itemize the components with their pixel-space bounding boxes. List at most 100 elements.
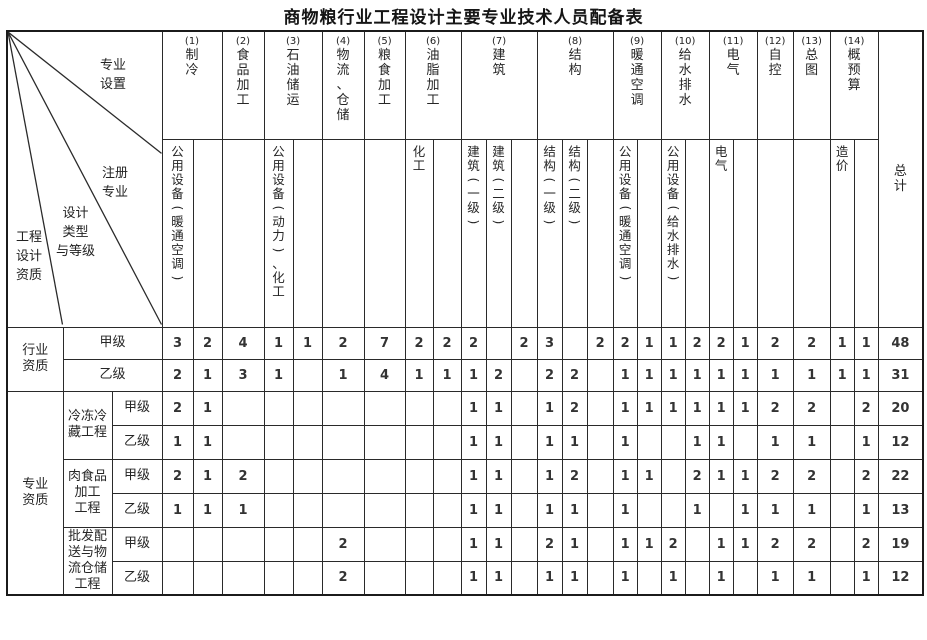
data-cell: 1 bbox=[485, 424, 512, 460]
data-cell: 1 bbox=[612, 492, 638, 528]
vertical-char: 备 bbox=[272, 185, 285, 201]
vertical-text: 自控 bbox=[758, 48, 792, 78]
column-header-5: (5) 粮食加工 bbox=[363, 30, 406, 140]
data-cell: 1 bbox=[684, 390, 710, 426]
vertical-char: 工 bbox=[272, 283, 285, 299]
vertical-char: 品 bbox=[236, 63, 250, 78]
vertical-text: 食品加工 bbox=[223, 48, 263, 108]
data-cell bbox=[829, 492, 855, 528]
data-cell bbox=[732, 560, 758, 596]
vertical-text: 造价 bbox=[831, 144, 853, 173]
data-cell bbox=[221, 560, 265, 596]
data-cell bbox=[829, 560, 855, 596]
total-cell: 12 bbox=[877, 560, 924, 596]
vertical-char: 空 bbox=[630, 78, 644, 93]
vertical-char: 总 bbox=[805, 48, 819, 63]
vertical-text: 给水排水 bbox=[662, 48, 708, 108]
vertical-char: 建 bbox=[467, 143, 480, 159]
grade-label: 乙级 bbox=[111, 424, 163, 460]
vertical-text: 制冷 bbox=[163, 48, 221, 78]
sub-header-empty bbox=[221, 138, 265, 328]
data-cell bbox=[363, 390, 406, 426]
sub-header-11-1: 电气 bbox=[708, 138, 734, 328]
data-cell: 1 bbox=[756, 560, 794, 596]
data-cell: 1 bbox=[636, 358, 662, 392]
sub-header-8-2: 结构 (二级) bbox=[561, 138, 588, 328]
data-cell: 2 bbox=[404, 326, 434, 360]
data-cell: 2 bbox=[853, 458, 879, 494]
data-cell bbox=[432, 424, 462, 460]
data-cell bbox=[161, 526, 194, 562]
data-cell: 1 bbox=[636, 526, 662, 562]
data-cell bbox=[221, 526, 265, 562]
vertical-char: 脂 bbox=[426, 63, 440, 78]
vertical-char: ( bbox=[618, 205, 634, 210]
data-cell: 2 bbox=[792, 526, 831, 562]
data-cell: 2 bbox=[756, 390, 794, 426]
data-cell: 2 bbox=[708, 326, 734, 360]
data-cell: 2 bbox=[485, 358, 512, 392]
column-number: (7) bbox=[491, 36, 507, 47]
vertical-text: 总计 bbox=[879, 164, 922, 194]
vertical-char: 电 bbox=[726, 48, 740, 63]
data-cell: 1 bbox=[636, 390, 662, 426]
data-cell: 1 bbox=[192, 492, 223, 528]
data-cell bbox=[292, 458, 323, 494]
data-cell: 1 bbox=[612, 390, 638, 426]
vertical-char: 仓 bbox=[336, 93, 350, 108]
grade-label: 甲级 bbox=[111, 390, 163, 426]
column-number: (11) bbox=[722, 36, 744, 47]
data-cell: 2 bbox=[586, 326, 614, 360]
vertical-char: 加 bbox=[426, 78, 440, 93]
data-cell bbox=[510, 526, 538, 562]
data-cell: 2 bbox=[432, 326, 462, 360]
sub-header-1-1: 公用设备 (暖通空调) bbox=[161, 138, 194, 328]
grade-label: 甲级 bbox=[111, 526, 163, 562]
vertical-char: 食 bbox=[236, 48, 250, 63]
vertical-text: 化工 bbox=[406, 143, 432, 173]
data-cell: 3 bbox=[536, 326, 563, 360]
total-cell: 12 bbox=[877, 424, 924, 460]
vertical-char: 二 bbox=[568, 185, 581, 201]
data-cell: 1 bbox=[321, 358, 365, 392]
vertical-char: 级 bbox=[568, 199, 581, 215]
data-cell: 1 bbox=[732, 458, 758, 494]
column-header-8: (8) 结构 bbox=[536, 30, 614, 140]
data-cell: 2 bbox=[536, 526, 563, 562]
data-cell bbox=[510, 424, 538, 460]
vertical-char: 结 bbox=[543, 143, 556, 159]
data-cell bbox=[660, 424, 686, 460]
vertical-char: 建 bbox=[492, 143, 505, 159]
data-cell: 1 bbox=[561, 492, 588, 528]
data-cell: 2 bbox=[561, 358, 588, 392]
data-cell: 1 bbox=[485, 560, 512, 596]
vertical-text: 公用设备 (暖通空调) bbox=[614, 144, 636, 285]
column-header-13: (13) 总图 bbox=[792, 30, 831, 140]
vertical-char: 通 bbox=[630, 63, 644, 78]
data-cell: 2 bbox=[536, 358, 563, 392]
data-cell: 1 bbox=[732, 492, 758, 528]
vertical-char: 水 bbox=[678, 63, 692, 78]
data-cell: 1 bbox=[853, 326, 879, 360]
column-number: (10) bbox=[674, 36, 696, 47]
vertical-char: ( bbox=[491, 177, 507, 182]
sub-header-10-1: 公用设备 (给水排水) bbox=[660, 138, 686, 328]
data-cell: 1 bbox=[561, 424, 588, 460]
column-header-2: (2) 食品加工 bbox=[221, 30, 265, 140]
vertical-char: 工 bbox=[412, 157, 426, 173]
vertical-char: 冷 bbox=[185, 63, 199, 78]
column-number: (12) bbox=[764, 36, 786, 47]
vertical-char: 化 bbox=[412, 143, 426, 159]
vertical-char: 通 bbox=[171, 227, 184, 243]
data-cell: 2 bbox=[510, 326, 538, 360]
column-header-7: (7) 建筑 bbox=[460, 30, 538, 140]
data-cell bbox=[708, 492, 734, 528]
data-cell bbox=[684, 560, 710, 596]
vertical-char: 筑 bbox=[492, 157, 505, 173]
sub-header-empty bbox=[636, 138, 662, 328]
vertical-char: 电 bbox=[714, 143, 728, 159]
data-cell bbox=[292, 492, 323, 528]
data-cell: 1 bbox=[708, 458, 734, 494]
data-cell: 1 bbox=[792, 560, 831, 596]
